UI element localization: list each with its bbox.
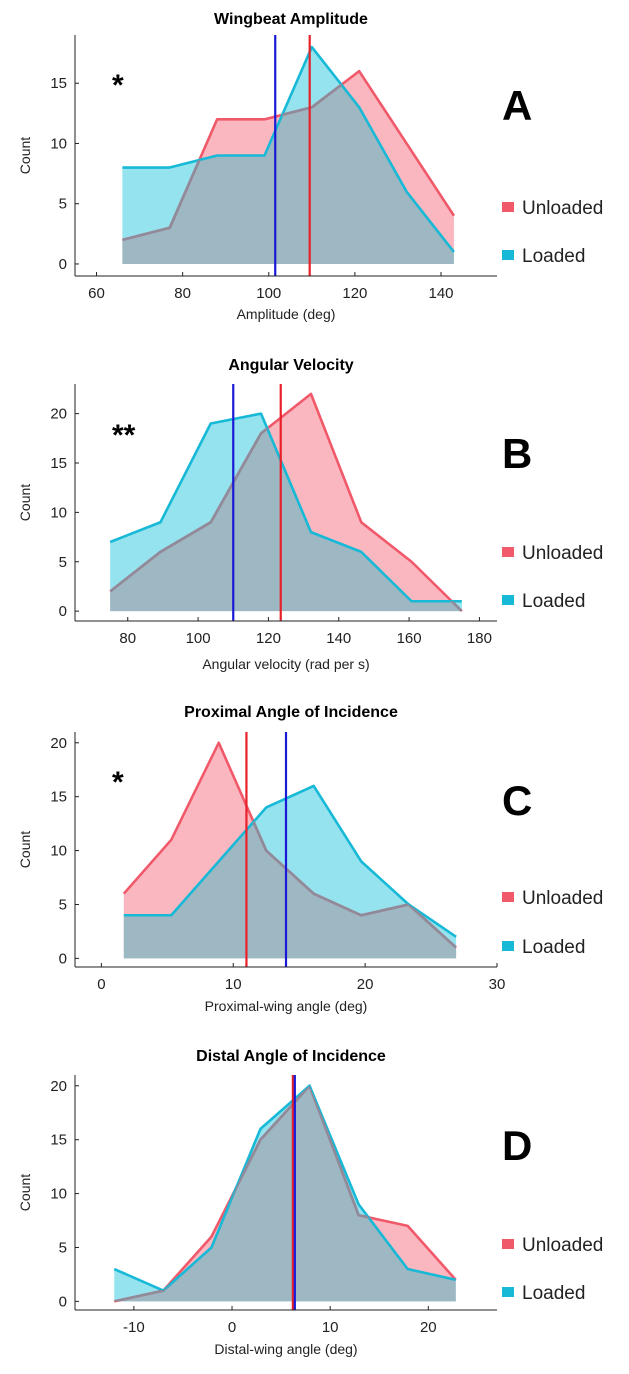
y-tick-label: 20: [50, 735, 67, 752]
legend-loaded-label: Loaded: [522, 937, 585, 958]
panel-letter: B: [502, 430, 532, 477]
panel-letter: A: [502, 82, 532, 129]
x-tick-label: 140: [326, 630, 351, 647]
x-tick-label: 0: [228, 1319, 236, 1336]
x-tick-label: 140: [429, 285, 454, 302]
significance-marker: *: [112, 766, 124, 799]
panel-a: 60 80 100 120 140 0 5 10 15 Wingbeat Amplitude Amp…: [17, 11, 603, 322]
y-tick-label: 15: [50, 1132, 67, 1149]
legend-unloaded-swatch: [502, 547, 514, 557]
legend-unloaded-label: Unloaded: [522, 198, 603, 219]
y-tick-label: 15: [50, 75, 67, 92]
x-tick-label: 20: [357, 976, 374, 993]
x-tick-label: 60: [88, 285, 105, 302]
legend-loaded-label: Loaded: [522, 591, 585, 612]
panel-c: 0 10 20 30 0 5 10 15 20 Proximal Angle of Inciden…: [17, 704, 603, 1014]
y-tick-label: 5: [59, 554, 67, 571]
legend-unloaded-label: Unloaded: [522, 543, 603, 564]
panel-letter: D: [502, 1122, 532, 1169]
y-tick-label: 5: [59, 1239, 67, 1256]
y-axis-label: Count: [17, 484, 33, 521]
legend-unloaded-swatch: [502, 1239, 514, 1249]
y-tick-label: 20: [50, 406, 67, 423]
overlap-area: [114, 1085, 456, 1302]
legend-unloaded-swatch: [502, 202, 514, 212]
loaded-line: [109, 412, 462, 603]
legend-loaded-label: Loaded: [522, 1283, 585, 1304]
x-tick-label: -10: [123, 1319, 145, 1336]
chart-title: Wingbeat Amplitude: [214, 11, 368, 28]
panel-letter: C: [502, 777, 532, 824]
significance-marker: **: [112, 419, 136, 452]
y-axis-label: Count: [17, 137, 33, 174]
y-tick-label: 10: [50, 1186, 67, 1203]
x-tick-label: 10: [225, 976, 242, 993]
x-tick-label: 80: [174, 285, 191, 302]
legend-loaded-swatch: [502, 595, 514, 605]
legend-loaded-swatch: [502, 941, 514, 951]
y-tick-label: 5: [59, 196, 67, 213]
legend-loaded-swatch: [502, 1287, 514, 1297]
legend-unloaded-swatch: [502, 892, 514, 902]
x-tick-label: 20: [420, 1319, 437, 1336]
x-tick-label: 160: [397, 630, 422, 647]
y-tick-label: 0: [59, 603, 67, 620]
x-tick-label: 0: [97, 976, 105, 993]
chart-title: Angular Velocity: [228, 357, 353, 374]
x-tick-label: 100: [186, 630, 211, 647]
y-tick-label: 0: [59, 1293, 67, 1310]
x-tick-label: 80: [119, 630, 136, 647]
y-tick-label: 15: [50, 455, 67, 472]
chart-title: Distal Angle of Incidence: [196, 1048, 386, 1065]
legend-unloaded-label: Unloaded: [522, 888, 603, 909]
y-tick-label: 0: [59, 950, 67, 967]
x-axis-label: Distal-wing angle (deg): [214, 1341, 357, 1357]
y-axis-label: Count: [17, 831, 33, 868]
loaded-line: [123, 784, 457, 938]
legend-unloaded-label: Unloaded: [522, 1235, 603, 1256]
y-tick-label: 10: [50, 843, 67, 860]
legend-loaded-label: Loaded: [522, 246, 585, 267]
x-axis-label: Proximal-wing angle (deg): [205, 998, 368, 1014]
y-axis-label: Count: [17, 1174, 33, 1211]
x-tick-label: 120: [342, 285, 367, 302]
chart-title: Proximal Angle of Incidence: [184, 704, 398, 721]
panel-b: 80 100 120 140 160 180 0 5 10 15 20 Angular Velocit…: [17, 357, 603, 672]
x-tick-label: 30: [489, 976, 506, 993]
loaded-line: [122, 45, 455, 253]
x-axis-label: Angular velocity (rad per s): [202, 656, 369, 672]
legend-loaded-swatch: [502, 250, 514, 260]
y-tick-label: 15: [50, 789, 67, 806]
panel-d: -10 0 10 20 0 5 10 15 20 Distal Angle of Incidenc…: [17, 1048, 603, 1357]
x-tick-label: 180: [467, 630, 492, 647]
y-tick-label: 5: [59, 896, 67, 913]
x-tick-label: 10: [322, 1319, 339, 1336]
x-axis-label: Amplitude (deg): [237, 306, 336, 322]
x-tick-label: 120: [256, 630, 281, 647]
x-tick-label: 100: [256, 285, 281, 302]
y-tick-label: 20: [50, 1078, 67, 1095]
y-tick-label: 10: [50, 504, 67, 521]
y-tick-label: 0: [59, 256, 67, 273]
y-tick-label: 10: [50, 135, 67, 152]
significance-marker: *: [112, 69, 124, 102]
